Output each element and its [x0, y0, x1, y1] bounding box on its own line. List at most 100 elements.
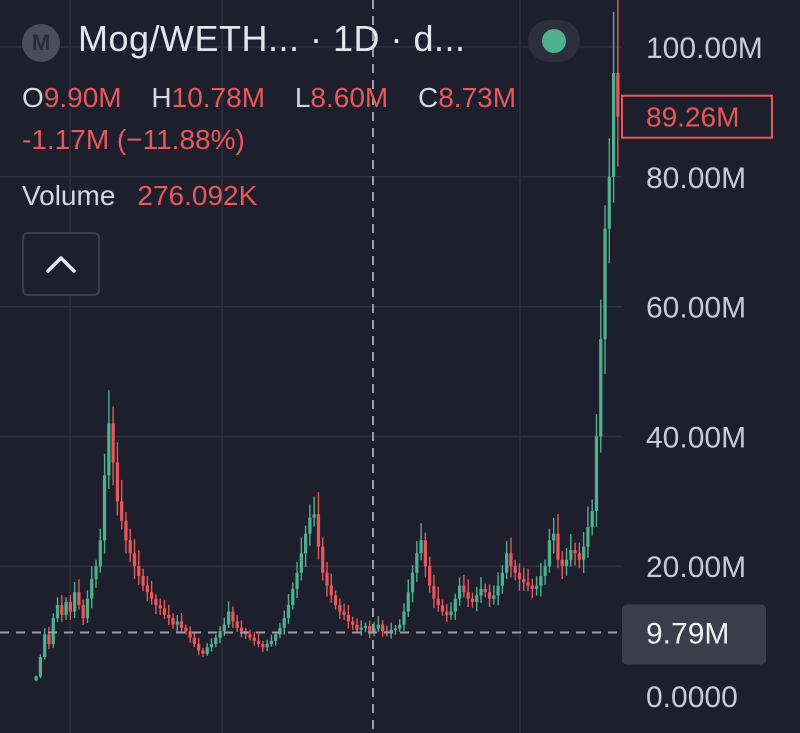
candle: [564, 547, 569, 576]
candle: [445, 604, 449, 622]
candle-body-up: [594, 436, 599, 512]
candle: [603, 205, 607, 375]
price-axis[interactable]: 100.00M 80.00M 60.00M 40.00M 20.00M 0.0000: [646, 32, 763, 714]
candle: [526, 568, 530, 592]
candle: [522, 567, 526, 591]
candle-body-down: [47, 634, 51, 645]
candles: [34, 0, 620, 682]
candle: [389, 622, 393, 639]
candle: [398, 619, 402, 632]
candle: [209, 638, 214, 652]
candle: [338, 598, 342, 619]
candle: [43, 628, 47, 660]
candle: [85, 590, 90, 623]
candle: [470, 592, 475, 608]
candle: [560, 551, 564, 579]
candle: [68, 594, 72, 620]
candle-body-up: [363, 625, 368, 628]
candle-body-up: [569, 549, 573, 560]
candle-body-up: [492, 595, 496, 599]
candle-body-down: [171, 618, 175, 625]
candle: [346, 604, 351, 629]
candle: [393, 625, 398, 635]
candle-body-up: [406, 592, 410, 612]
candle: [573, 542, 577, 566]
candle: [530, 578, 534, 599]
y-tick-label: 100.00M: [646, 32, 763, 65]
candle: [252, 631, 256, 646]
candle-body-up: [543, 566, 547, 576]
candle-body-up: [410, 572, 415, 593]
symbol-title[interactable]: Mog/WETH... · 1D · d...: [78, 18, 466, 59]
candle-body-up: [274, 634, 278, 641]
candle-body-up: [376, 624, 380, 629]
candle: [188, 626, 192, 643]
candle-body-up: [611, 72, 616, 177]
candle: [94, 559, 98, 588]
candle-body-down: [560, 559, 564, 567]
candle-body-up: [372, 628, 376, 632]
candle-body-down: [333, 595, 338, 606]
candle-body-down: [466, 592, 470, 599]
candle: [410, 565, 415, 603]
candle: [162, 599, 167, 619]
candle: [351, 616, 355, 630]
collapse-legend-button[interactable]: [22, 232, 100, 296]
candle-body-down: [509, 553, 513, 567]
candle: [543, 559, 547, 585]
open-value: 9.90M: [43, 82, 122, 113]
ohlc-readout: O9.90M H10.78M L8.60M C8.73M: [22, 82, 516, 114]
candle: [577, 542, 581, 569]
candle: [376, 615, 380, 632]
candle-body-up: [209, 644, 214, 648]
candle: [107, 390, 111, 490]
volume-value: 276.092K: [137, 180, 258, 211]
candle: [218, 626, 222, 644]
candle-body-up: [34, 676, 38, 681]
candle-body-down: [150, 592, 154, 599]
candle-body-up: [43, 634, 47, 658]
candle: [150, 580, 154, 605]
candle: [342, 603, 346, 620]
candle: [265, 639, 269, 651]
candle: [607, 138, 611, 264]
candle: [111, 406, 115, 486]
candle: [214, 634, 218, 648]
candle: [462, 574, 466, 598]
candle-body-down: [167, 614, 171, 619]
high-label: H: [151, 82, 172, 113]
candle-body-down: [235, 621, 239, 628]
candle: [359, 620, 363, 636]
candle-body-up: [603, 228, 607, 340]
candle: [81, 599, 85, 625]
candle: [355, 618, 359, 634]
candle-body-down: [124, 520, 128, 541]
candle-body-up: [479, 588, 483, 596]
candle-body-down: [132, 553, 137, 567]
candle: [368, 620, 372, 639]
candle-body-up: [98, 540, 102, 567]
candle-body-down: [261, 644, 265, 648]
candle-body-down: [487, 592, 492, 599]
candle-body-down: [470, 598, 475, 602]
candle-body-down: [573, 549, 577, 554]
candle-body-up: [73, 592, 77, 612]
candle-body-down: [77, 592, 81, 606]
y-tick-label: 60.00M: [646, 292, 746, 325]
candle: [64, 597, 68, 620]
candle-body-down: [577, 553, 581, 560]
low-value: 8.60M: [310, 82, 389, 113]
candle-body-up: [55, 605, 60, 619]
candle: [60, 595, 64, 622]
market-status-icon[interactable]: [528, 20, 580, 62]
candle-body-down: [60, 605, 64, 615]
candle-body-down: [184, 627, 188, 632]
candle: [51, 613, 55, 648]
candle: [175, 614, 179, 632]
candle: [487, 584, 492, 608]
candle: [102, 453, 107, 554]
candle-body-down: [428, 566, 432, 586]
candle-body-up: [312, 514, 316, 518]
candle: [483, 583, 487, 598]
